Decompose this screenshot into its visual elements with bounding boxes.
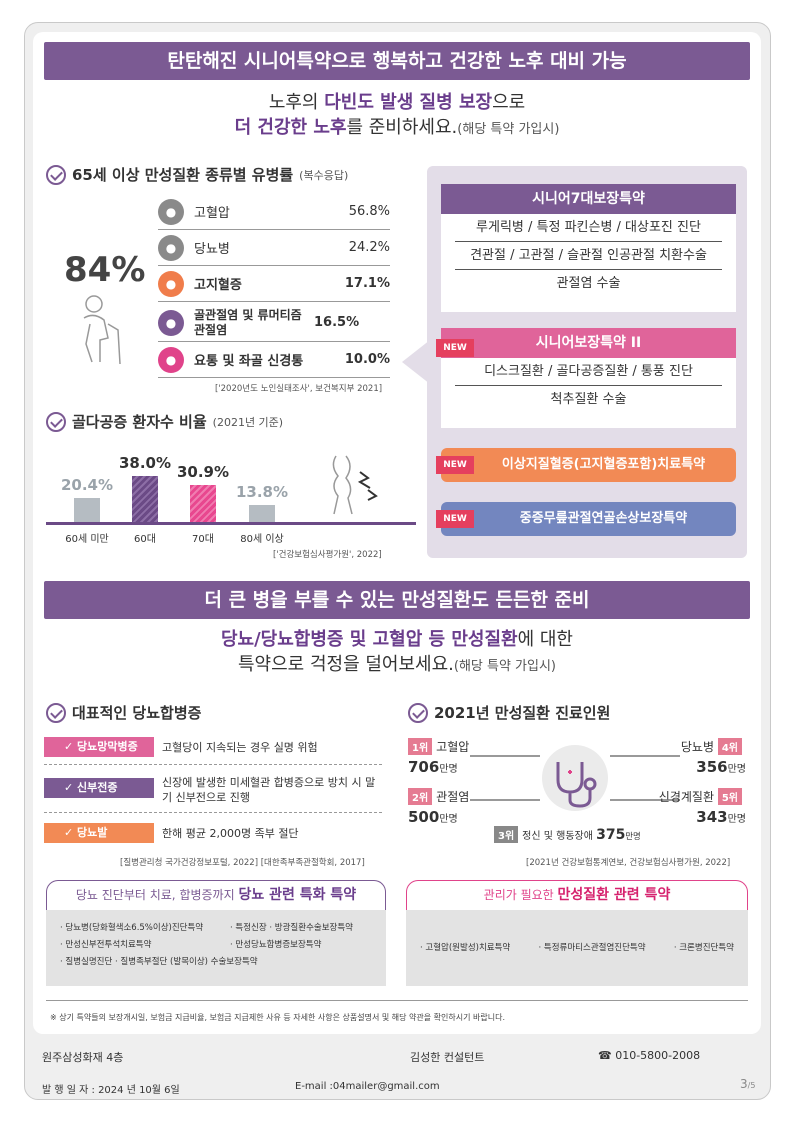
divider	[46, 1000, 748, 1001]
complications-heading: 대표적인 당뇨합병증	[46, 702, 201, 723]
bar-value-label: 20.4%	[60, 475, 114, 494]
patients-heading: 2021년 만성질환 진료인원	[408, 702, 610, 723]
divider	[44, 764, 382, 765]
prevalence-name: 골관절염 및 류머티즘 관절염	[194, 307, 302, 337]
prevalence-row: ● 고혈압 56.8%	[158, 194, 390, 230]
bone-joint-icon	[332, 455, 378, 515]
prevalence-name: 고지혈증	[194, 278, 242, 293]
knee-icon: ●	[158, 309, 184, 336]
complication-desc: 고혈당이 지속되는 경우 실명 위험	[162, 741, 318, 754]
prevalence-heading: 65세 이상 만성질환 종류별 유병률 (복수응답)	[46, 164, 348, 185]
patient-count: 706만명	[408, 758, 458, 776]
stethoscope-graphic	[470, 745, 680, 811]
bar	[249, 505, 275, 522]
bar	[190, 484, 216, 522]
bar-value-label: 30.9%	[176, 462, 230, 481]
elderly-person-icon	[83, 295, 121, 365]
prevalence-name: 고혈압	[194, 206, 230, 221]
prevalence-percent: 16.5%	[314, 315, 360, 330]
rider-box-senior7-title: 시니어7대보장특약	[441, 184, 736, 214]
bar	[74, 497, 100, 522]
prevalence-name: 당뇨병	[194, 242, 230, 257]
footer-date: 발 행 일 자 : 2024 년 10월 6일	[42, 1085, 180, 1096]
complication-tag: ✓ 당뇨망막병증	[44, 737, 154, 757]
new-badge: NEW	[436, 456, 474, 474]
section-banner-1: 탄탄해진 시니어특약으로 행복하고 건강한 노후 대비 가능	[44, 42, 750, 80]
osteo-heading: 골다공증 환자수 비율 (2021년 기준)	[46, 411, 283, 432]
section-banner-2: 더 큰 병을 부를 수 있는 만성질환도 든든한 준비	[44, 581, 750, 619]
prevalence-percent: 56.8%	[348, 204, 390, 219]
chart-baseline	[46, 522, 416, 525]
patient-rank-4: 당뇨병 4위	[660, 738, 746, 755]
patient-rank-3: 3위 정신 및 행동장애 375만명	[494, 826, 641, 843]
spine-icon: ●	[158, 346, 184, 373]
divider	[44, 812, 382, 813]
prevalence-row: ● 고지혈증 17.1%	[158, 266, 390, 302]
rider-box-senior2: 시니어보장특약 II 디스크질환 / 골다공증질환 / 통풍 진단 척추질환 수…	[441, 328, 736, 428]
rider-line: 관절염 수술	[556, 276, 621, 291]
page-number: 3/5	[740, 1077, 756, 1091]
footer-email: E-mail :04mailer@gmail.com	[295, 1081, 440, 1092]
complication-tag: ✓ 신부전증	[44, 778, 154, 798]
rider-box-senior7: 시니어7대보장특약 루게릭병 / 특정 파킨슨병 / 대상포진 진단 견관절 /…	[441, 184, 736, 312]
vessel-icon: ●	[158, 270, 184, 297]
rider-pill-knee: 중증무릎관절연골손상보장특약	[441, 502, 736, 536]
patients-source: [2021년 건강보험통계연보, 건강보험심사평가원, 2022]	[526, 858, 731, 868]
prevalence-percent: 17.1%	[344, 276, 390, 291]
check-circle-icon	[408, 702, 428, 723]
info-box-chronic-body: · 고혈압(원발성)치료특약 · 특정류마티스관절염진단특약 · 크론병진단특약	[406, 910, 748, 986]
category-label: 80세 이상	[240, 534, 284, 545]
bar-value-label: 13.8%	[235, 483, 289, 502]
bar-value-label: 38.0%	[118, 454, 172, 473]
patient-count: 500만명	[408, 808, 458, 826]
prevalence-source: ['2020년도 노인실태조사', 보건복지부 2021]	[215, 384, 383, 394]
prevalence-row: ● 요통 및 좌골 신경통 10.0%	[158, 342, 390, 378]
bar	[132, 476, 158, 522]
rider-line: 루게릭병 / 특정 파킨슨병 / 대상포진 진단	[455, 214, 722, 242]
footer-consultant: 김성한 컨설턴트	[410, 1051, 485, 1064]
big-percent: 84%	[64, 250, 146, 290]
info-box-diabetes-body: · 당뇨병(당화혈색소6.5%이상)진단특약 · 특정신장 · 방광질환수술보장특…	[46, 910, 386, 986]
category-label: 60세 미만	[65, 534, 109, 545]
patient-count: 356만명	[696, 758, 746, 776]
complication-tag: ✓ 당뇨발	[44, 823, 154, 843]
lead-text-2: 당뇨/당뇨합병증 및 고혈압 등 만성질환에 대한 특약으로 걱정을 덜어보세요…	[220, 629, 573, 675]
prevalence-name: 요통 및 좌골 신경통	[194, 354, 304, 369]
category-label: 60대	[134, 534, 156, 545]
check-mark-icon: ✓	[64, 826, 78, 839]
rider-box-senior2-title: 시니어보장특약 II	[441, 328, 736, 358]
patient-rank-2: 2위 관절염	[408, 788, 469, 805]
disclaimer: ※ 상기 특약들의 보장개시일, 보험금 지급비율, 보험금 지급제한 사유 등…	[50, 1013, 505, 1022]
complication-desc: 신장에 발생한 미세혈관 합병증으로 방치 시 말기 신부전으로 진행	[162, 776, 376, 804]
prevalence-percent: 24.2%	[348, 240, 390, 255]
prevalence-percent: 10.0%	[344, 352, 390, 367]
rider-line: 견관절 / 고관절 / 슬관절 인공관절 치환수술	[455, 242, 722, 270]
check-mark-icon: ✓	[64, 740, 78, 753]
drop-icon: ●	[158, 234, 184, 261]
info-box-diabetes-title: 당뇨 진단부터 치료, 합병증까지 당뇨 관련 특화 특약	[46, 880, 386, 910]
rider-pill-lipid: 이상지질혈증(고지혈증포함)치료특약	[441, 448, 736, 482]
prevalence-row: ● 당뇨병 24.2%	[158, 230, 390, 266]
prevalence-row: ● 골관절염 및 류머티즘 관절염 16.5%	[158, 304, 390, 342]
check-circle-icon	[46, 411, 66, 432]
panel-pointer	[402, 340, 430, 384]
rider-line: 척추질환 수술	[550, 392, 627, 407]
patient-rank-1: 1위 고혈압	[408, 738, 469, 755]
lead-text-1: 노후의 다빈도 발생 질병 보장으로 더 건강한 노후를 준비하세요.(해당 특…	[234, 92, 560, 138]
complication-desc: 한해 평균 2,000명 족부 절단	[162, 827, 299, 840]
complications-source: [질병관리청 국가건강정보포털, 2022] [대한족부족관절학회, 2017]	[120, 858, 365, 868]
info-box-chronic-title: 관리가 필요한 만성질환 관련 특약	[406, 880, 748, 910]
patient-count: 343만명	[696, 808, 746, 826]
heart-monitor-icon: ●	[158, 198, 184, 225]
rider-line: 디스크질환 / 골다공증질환 / 통풍 진단	[455, 358, 722, 386]
footer-phone: ☎ 010-5800-2008	[598, 1049, 701, 1062]
check-circle-icon	[46, 702, 66, 723]
new-badge: NEW	[436, 339, 474, 357]
new-badge: NEW	[436, 510, 474, 528]
footer-company: 원주삼성화재 4층	[42, 1051, 124, 1064]
check-circle-icon	[46, 164, 66, 185]
osteo-source: ['건강보험심사평가원', 2022]	[273, 550, 382, 560]
check-mark-icon: ✓	[64, 781, 78, 794]
category-label: 70대	[192, 534, 214, 545]
